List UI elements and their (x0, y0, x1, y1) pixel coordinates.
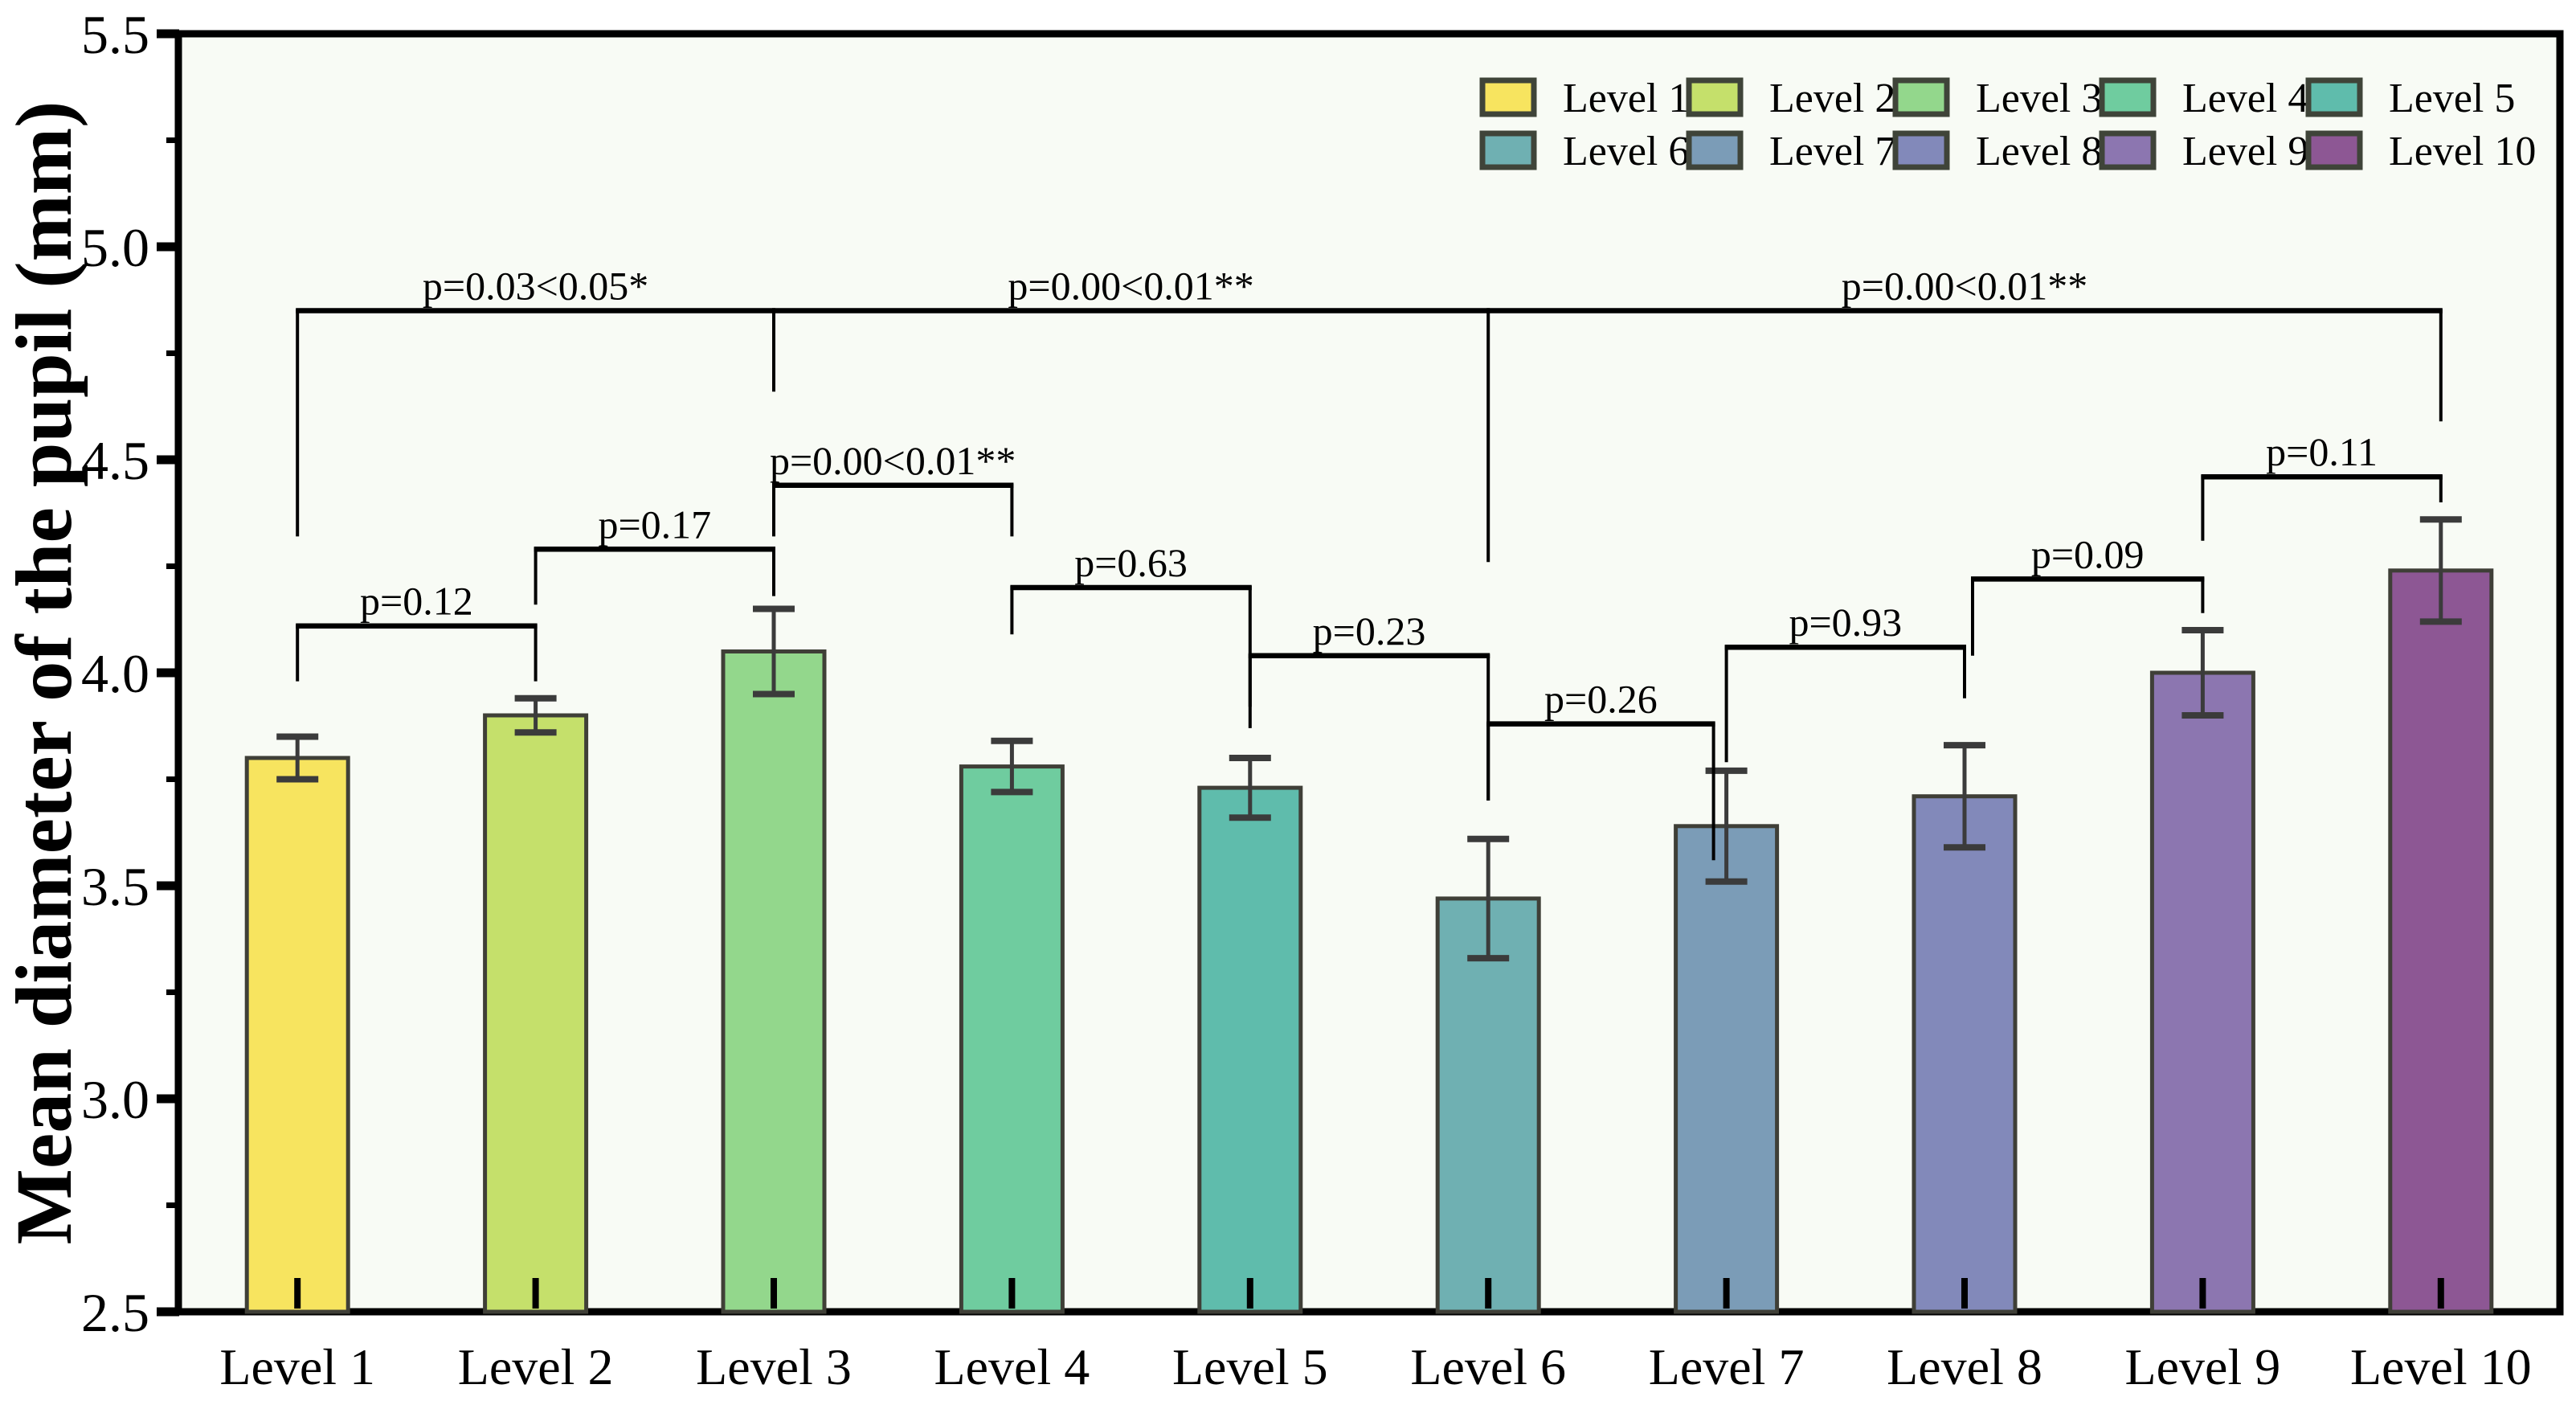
legend-label-level-2: Level 2 (1769, 76, 1895, 121)
legend-swatch-level-4 (2099, 77, 2157, 117)
legend-label-level-5: Level 5 (2389, 76, 2515, 121)
legend-swatch-level-7 (1686, 130, 1744, 170)
legend-item-level-7: Level 7 (1686, 129, 1895, 174)
legend-item-level-3: Level 3 (1892, 76, 2102, 121)
legend-label-level-6: Level 6 (1563, 129, 1689, 174)
x-tick-label-level-1: Level 1 (219, 1338, 375, 1395)
bar-level-6 (1435, 896, 1541, 1314)
x-tick-label-level-9: Level 9 (2125, 1338, 2281, 1395)
legend-item-level-9: Level 9 (2099, 129, 2308, 174)
y-tick-label-5.0: 5.0 (81, 217, 149, 278)
y-tick-label-5.5: 5.5 (81, 4, 149, 65)
y-tick-label-2.5: 2.5 (81, 1282, 149, 1343)
legend-swatch-level-5 (2305, 77, 2363, 117)
sig-label-6-10: p=0.00<0.01** (1842, 264, 2087, 309)
bar-level-7 (1674, 824, 1780, 1314)
legend-swatch-level-6 (1479, 130, 1537, 170)
sig-label-3-6: p=0.00<0.01** (1008, 264, 1253, 309)
legend: Level 1 Level 2 Level 3 Level 4 Level 5 Level… (1479, 76, 2536, 174)
legend-item-level-6: Level 6 (1479, 129, 1689, 174)
legend-label-level-7: Level 7 (1769, 129, 1895, 174)
x-tick-label-level-8: Level 8 (1887, 1338, 2042, 1395)
legend-swatch-level-1 (1479, 77, 1537, 117)
x-tick-label-level-7: Level 7 (1649, 1338, 1805, 1395)
legend-label-level-9: Level 9 (2182, 129, 2308, 174)
legend-swatch-level-8 (1892, 130, 1950, 170)
legend-label-level-8: Level 8 (1976, 129, 2102, 174)
x-tick-label-level-2: Level 2 (458, 1338, 614, 1395)
sig-label-8-9: p=0.09 (2031, 531, 2145, 576)
bar-level-2 (483, 713, 589, 1314)
legend-swatch-level-3 (1892, 77, 1950, 117)
sig-label-5-6: p=0.23 (1313, 608, 1426, 653)
legend-label-level-4: Level 4 (2182, 76, 2308, 121)
y-axis-title: Mean diameter of the pupil (mm) (0, 101, 88, 1245)
sig-label-7-8: p=0.93 (1789, 600, 1902, 645)
sig-label-6-7: p=0.26 (1544, 677, 1658, 722)
sig-label-1-2: p=0.12 (360, 579, 473, 624)
sig-label-1-3: p=0.03<0.05* (423, 264, 648, 309)
legend-label-level-1: Level 1 (1563, 76, 1689, 121)
sig-label-3-4: p=0.00<0.01** (770, 438, 1016, 483)
legend-item-level-4: Level 4 (2099, 76, 2308, 121)
bar-level-8 (1912, 794, 2018, 1314)
legend-label-level-3: Level 3 (1976, 76, 2102, 121)
legend-swatch-level-9 (2099, 130, 2157, 170)
y-tick-label-4.5: 4.5 (81, 430, 149, 491)
bar-level-3 (721, 649, 827, 1314)
legend-item-level-1: Level 1 (1479, 76, 1689, 121)
y-tick-label-3.5: 3.5 (81, 856, 149, 917)
sig-label-2-3: p=0.17 (598, 502, 711, 547)
legend-swatch-level-10 (2305, 130, 2363, 170)
sig-label-4-5: p=0.63 (1074, 540, 1188, 585)
legend-item-level-10: Level 10 (2305, 129, 2536, 174)
legend-swatch-level-2 (1686, 77, 1744, 117)
x-tick-label-level-6: Level 6 (1410, 1338, 1566, 1395)
legend-label-level-10: Level 10 (2389, 129, 2536, 174)
legend-item-level-5: Level 5 (2305, 76, 2515, 121)
x-tick-label-level-3: Level 3 (696, 1338, 852, 1395)
bar-level-9 (2149, 670, 2255, 1314)
legend-item-level-2: Level 2 (1686, 76, 1895, 121)
x-tick-label-level-4: Level 4 (934, 1338, 1090, 1395)
bar-level-10 (2388, 568, 2494, 1314)
y-tick-label-4.0: 4.0 (81, 643, 149, 704)
sig-label-9-10: p=0.11 (2266, 429, 2378, 474)
legend-item-level-8: Level 8 (1892, 129, 2102, 174)
x-tick-label-level-5: Level 5 (1172, 1338, 1328, 1395)
bar-level-4 (959, 764, 1065, 1314)
y-tick-label-3.0: 3.0 (81, 1069, 149, 1130)
bar-level-1 (244, 756, 350, 1314)
x-tick-label-level-10: Level 10 (2350, 1338, 2532, 1395)
bar-level-5 (1197, 785, 1303, 1314)
